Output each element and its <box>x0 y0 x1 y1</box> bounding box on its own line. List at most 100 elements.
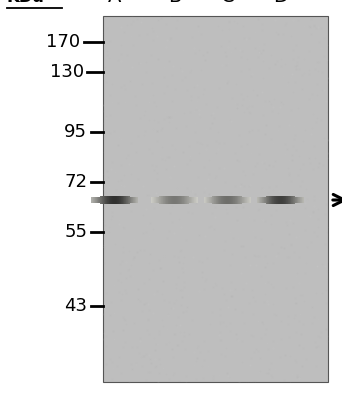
Bar <box>281 196 282 204</box>
Bar <box>240 196 241 204</box>
Bar <box>180 196 181 204</box>
Bar <box>299 197 300 203</box>
Bar <box>104 196 105 204</box>
Text: KDa: KDa <box>7 0 44 6</box>
Bar <box>247 197 248 203</box>
Bar <box>275 196 276 204</box>
Bar <box>173 196 174 204</box>
Bar <box>242 196 243 204</box>
Text: 130: 130 <box>50 63 84 81</box>
Bar <box>289 196 290 204</box>
Bar <box>205 197 206 203</box>
Bar <box>95 197 96 203</box>
Bar <box>283 196 284 204</box>
Bar <box>103 196 104 204</box>
Bar <box>274 196 275 204</box>
Bar <box>296 196 297 204</box>
Bar <box>177 196 178 204</box>
Bar <box>136 197 137 203</box>
Bar <box>92 197 93 203</box>
Bar <box>221 196 222 204</box>
Bar <box>102 196 103 204</box>
Bar <box>286 196 287 204</box>
Bar <box>113 196 114 204</box>
Bar <box>249 197 250 203</box>
Bar <box>151 197 152 203</box>
Bar <box>186 196 187 204</box>
Text: D: D <box>273 0 288 6</box>
Bar <box>248 197 249 203</box>
Text: B: B <box>168 0 181 6</box>
Bar <box>225 196 226 204</box>
Bar <box>185 196 186 204</box>
Bar <box>162 196 163 204</box>
Bar <box>226 196 227 204</box>
Bar <box>190 197 191 203</box>
Bar <box>235 196 236 204</box>
Bar <box>284 196 285 204</box>
Bar <box>124 196 125 204</box>
Bar <box>106 196 107 204</box>
Bar <box>192 197 193 203</box>
Bar <box>211 196 212 204</box>
Bar <box>276 196 277 204</box>
Bar <box>262 197 263 203</box>
Text: 170: 170 <box>46 33 80 51</box>
Bar <box>170 196 171 204</box>
Bar <box>196 197 197 203</box>
Bar <box>291 196 292 204</box>
Bar <box>194 197 195 203</box>
Bar <box>132 197 133 203</box>
Bar <box>172 196 173 204</box>
Bar <box>258 197 259 203</box>
Bar <box>109 196 110 204</box>
Bar <box>128 196 129 204</box>
Bar <box>119 196 120 204</box>
Bar <box>174 196 175 204</box>
Bar <box>126 196 127 204</box>
Bar <box>227 196 228 204</box>
Bar <box>166 196 167 204</box>
Bar <box>179 196 180 204</box>
Bar <box>269 196 270 204</box>
Bar <box>167 196 168 204</box>
Bar <box>130 196 131 204</box>
Bar <box>234 196 235 204</box>
Bar <box>158 196 159 204</box>
Bar <box>96 197 97 203</box>
Bar <box>176 196 177 204</box>
Bar <box>215 196 216 204</box>
Bar <box>268 196 269 204</box>
Bar <box>160 196 161 204</box>
Bar <box>115 196 116 204</box>
Bar <box>165 196 166 204</box>
Bar <box>159 196 160 204</box>
Bar <box>134 197 135 203</box>
Bar <box>244 197 245 203</box>
Bar <box>245 197 246 203</box>
Bar <box>293 196 294 204</box>
Bar <box>260 197 261 203</box>
Bar <box>266 196 267 204</box>
Bar <box>257 197 258 203</box>
Bar <box>217 196 218 204</box>
Text: 95: 95 <box>64 123 87 141</box>
Bar <box>271 196 272 204</box>
Bar <box>99 196 100 204</box>
Bar <box>224 196 225 204</box>
Bar <box>223 196 224 204</box>
Bar <box>229 196 230 204</box>
Bar <box>278 196 279 204</box>
Bar <box>103 16 328 382</box>
Bar <box>295 196 296 204</box>
Bar <box>208 197 209 203</box>
Bar <box>267 196 268 204</box>
Bar <box>300 197 301 203</box>
Bar <box>243 196 244 204</box>
Text: A: A <box>108 0 121 6</box>
Bar <box>230 196 231 204</box>
Bar <box>181 196 182 204</box>
Bar <box>298 197 299 203</box>
Bar <box>263 197 264 203</box>
Bar <box>178 196 179 204</box>
